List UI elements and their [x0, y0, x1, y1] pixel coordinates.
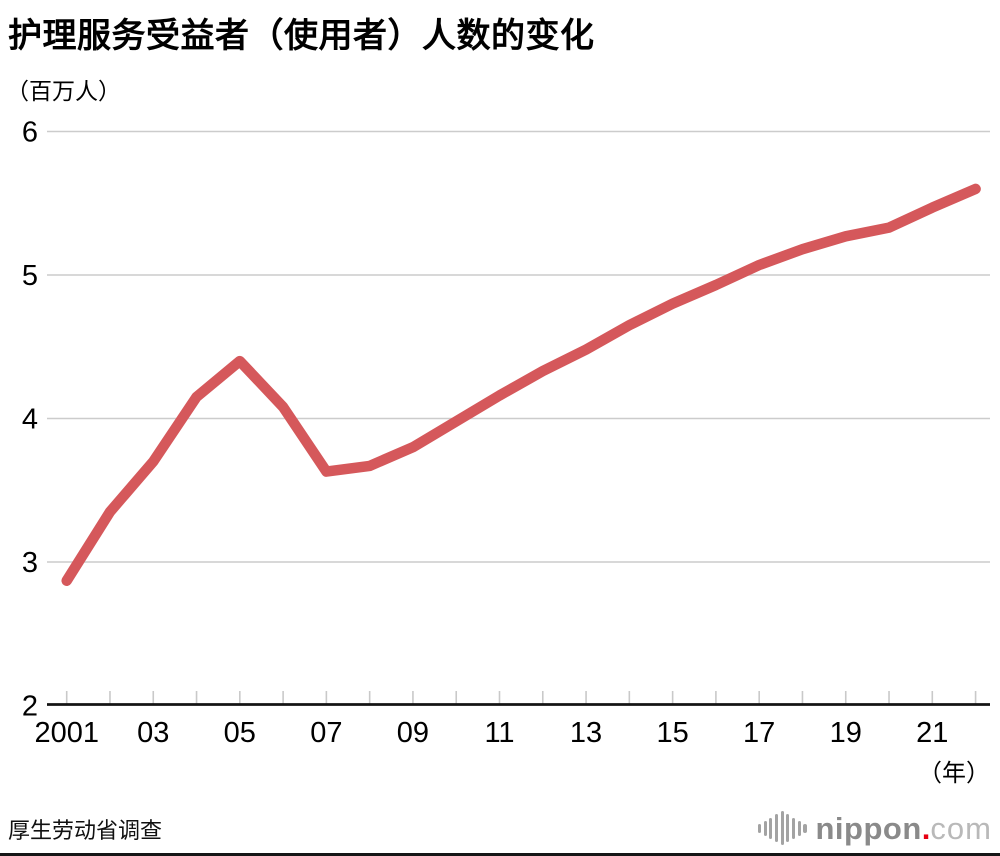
equalizer-bar: [780, 811, 784, 845]
equalizer-bar: [763, 820, 767, 836]
ytick-label-4: 4: [22, 404, 38, 436]
logo-red-dot: .: [921, 810, 931, 846]
equalizer-bar: [769, 817, 773, 839]
equalizer-bar: [786, 814, 790, 842]
xtick-label-2001: 2001: [34, 717, 99, 749]
ytick-label-3: 3: [22, 547, 38, 579]
ytick-label-6: 6: [22, 117, 38, 149]
xtick-label-2013: 13: [570, 717, 602, 749]
equalizer-bar: [757, 823, 761, 833]
xtick-label-2019: 19: [830, 717, 862, 749]
ytick-label-5: 5: [22, 260, 38, 292]
equalizer-bar: [774, 814, 779, 842]
xtick-label-2011: 11: [484, 717, 514, 749]
equalizer-bar: [791, 817, 796, 839]
xtick-label-2021: 21: [916, 717, 948, 749]
logo-text-main: nippon: [815, 810, 922, 846]
xtick-label-2015: 15: [656, 717, 688, 749]
y-axis-unit-label: （百万人）: [6, 78, 121, 104]
chart-title: 护理服务受益者（使用者）人数的变化: [8, 17, 595, 55]
logo-text-tld: com: [930, 810, 992, 846]
nippon-logo: nippon.com: [757, 806, 993, 850]
xtick-label-2009: 09: [397, 717, 429, 749]
nippon-logo-text: nippon.com: [816, 813, 993, 844]
xtick-label-2007: 07: [310, 717, 342, 749]
bottom-border: [0, 853, 1000, 856]
xtick-label-2005: 05: [224, 717, 256, 749]
data-line-beneficiaries: [61, 183, 981, 586]
source-note: 厚生劳动省调查: [8, 818, 163, 843]
xtick-label-2003: 03: [137, 717, 169, 749]
xtick-label-2017: 17: [743, 717, 775, 749]
ytick-label-2: 2: [22, 691, 38, 723]
equalizer-bars-icon: [757, 811, 807, 845]
equalizer-bar: [797, 820, 801, 836]
x-axis-unit-label: （年）: [918, 760, 990, 787]
line-chart: 2 3 4 5 6 2001 03 05 07 09 11 13 15 17 19 21: [22, 117, 990, 749]
equalizer-bar: [803, 823, 807, 833]
